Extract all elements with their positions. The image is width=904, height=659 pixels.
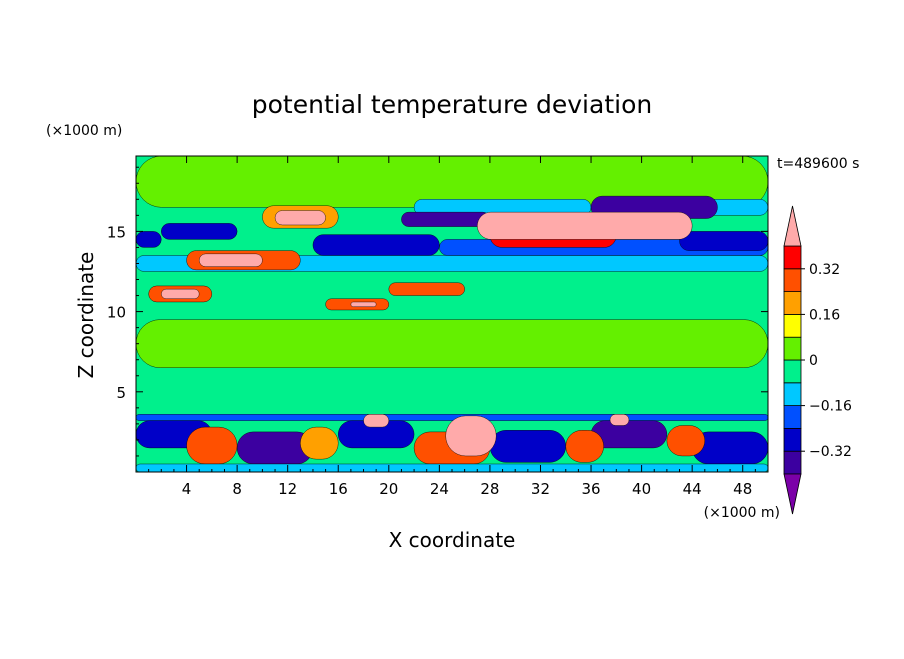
colorbar-bin	[783, 336, 802, 361]
contour-region	[679, 231, 769, 251]
colorbar-bin	[783, 359, 802, 384]
contour-region	[312, 234, 440, 256]
colorbar-tick-label: −0.16	[809, 399, 852, 415]
x-tick-label: 32	[531, 480, 550, 498]
colorbar-bin	[783, 382, 802, 406]
contour-region	[161, 223, 238, 240]
colorbar-tick-label: 0.16	[809, 307, 840, 323]
contour-region	[609, 414, 630, 426]
contour-region	[198, 253, 263, 267]
contour-region	[350, 301, 377, 307]
x-unit-label: (×1000 m)	[704, 505, 780, 521]
colorbar-bin	[783, 313, 802, 338]
x-tick-label: 4	[182, 480, 192, 498]
contour-region	[445, 415, 497, 457]
y-tick-label: 15	[107, 223, 126, 241]
contour-region	[135, 231, 162, 248]
y-axis-label: Z coordinate	[74, 252, 98, 379]
x-tick-label: 16	[329, 480, 348, 498]
contour-region	[477, 211, 693, 240]
colorbar-tick-label: −0.32	[809, 444, 852, 460]
contour-region	[666, 425, 706, 457]
colorbar-bin	[783, 405, 802, 429]
colorbar-tick-label: 0	[809, 353, 818, 369]
colorbar-bin	[783, 450, 802, 475]
contour-region	[186, 426, 238, 465]
colorbar-tick-label: 0.32	[809, 262, 840, 278]
contour-region	[135, 319, 769, 368]
contour-region	[565, 430, 604, 463]
contour-region	[135, 414, 769, 421]
x-tick-label: 40	[632, 480, 651, 498]
x-tick-label: 48	[733, 480, 752, 498]
x-tick-label: 24	[430, 480, 449, 498]
colorbar-extend-high	[783, 205, 802, 247]
x-tick-label: 28	[480, 480, 499, 498]
x-axis-label: X coordinate	[389, 528, 516, 552]
x-ticks: 4 8 12 16 20 24 28 32 36 40 44 48	[148, 156, 756, 498]
contour-region	[489, 430, 566, 463]
chart-title: potential temperature deviation	[252, 90, 652, 119]
y-tick-label: 10	[107, 304, 126, 322]
y-unit-label: (×1000 m)	[46, 123, 122, 139]
colorbar-extend-low	[783, 473, 802, 515]
x-tick-label: 36	[581, 480, 600, 498]
contour-region	[274, 210, 326, 226]
y-tick-label: 5	[116, 384, 126, 402]
contour-region	[300, 426, 339, 460]
contour-field	[135, 155, 769, 473]
y-ticks: 5 10 15	[107, 166, 768, 457]
contour-region	[363, 414, 389, 428]
contour-region	[401, 211, 491, 227]
contour-region	[388, 282, 465, 296]
colorbar-bin	[783, 268, 802, 292]
colorbar-bin	[783, 427, 802, 452]
x-tick-label: 8	[232, 480, 242, 498]
colorbar: 0.32 0.16 0 −0.16 −0.32	[783, 205, 852, 515]
colorbar-bin	[783, 291, 802, 315]
contour-region	[161, 288, 200, 299]
colorbar-bin	[783, 245, 802, 270]
x-tick-label: 20	[379, 480, 398, 498]
x-tick-label: 12	[278, 480, 297, 498]
time-label: t=489600 s	[777, 156, 859, 172]
x-tick-label: 44	[683, 480, 702, 498]
